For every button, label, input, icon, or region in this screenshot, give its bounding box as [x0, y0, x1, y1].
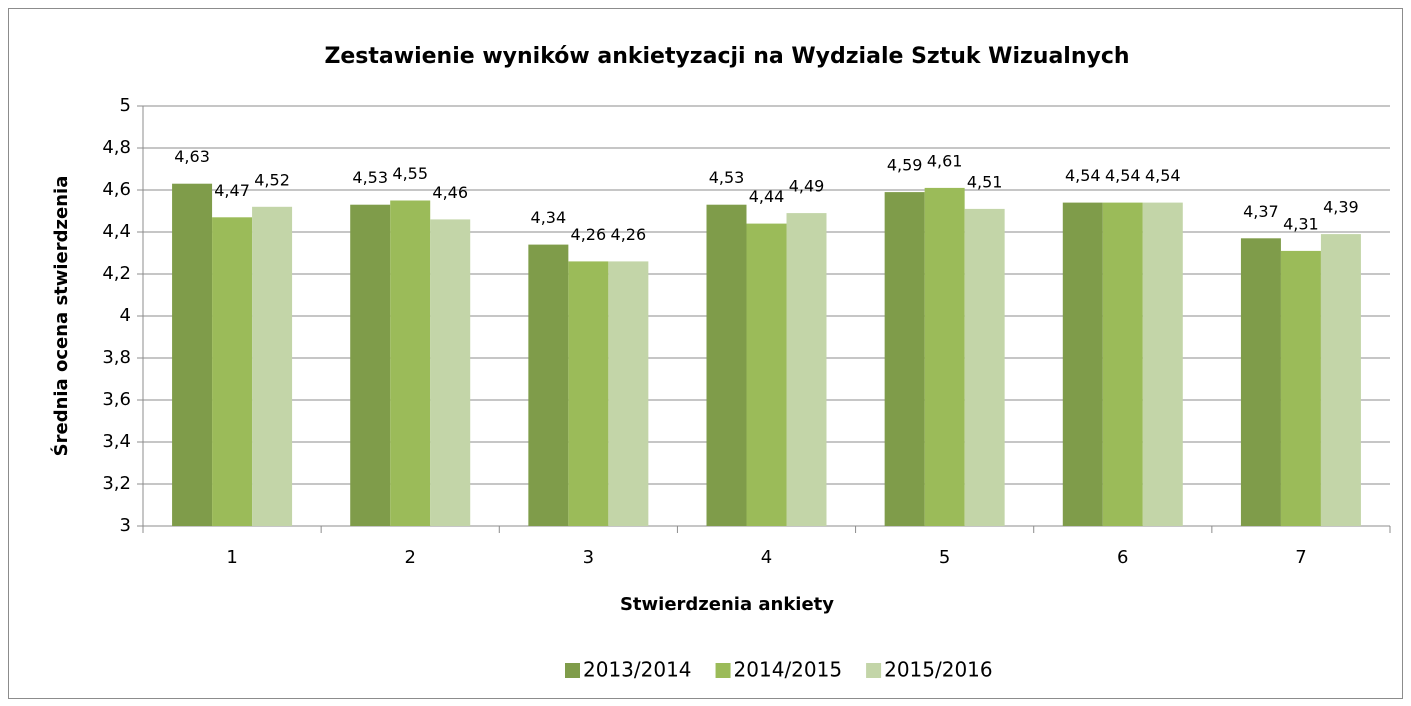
legend-swatch — [715, 663, 731, 678]
data-label: 4,44 — [749, 187, 785, 206]
bar — [212, 217, 253, 527]
data-label: 4,47 — [214, 181, 250, 200]
y-tick-label: 3,6 — [102, 389, 131, 410]
x-tick-label: 7 — [1295, 547, 1306, 568]
data-label: 4,39 — [1323, 198, 1359, 217]
data-label: 4,55 — [392, 164, 428, 183]
data-label: 4,61 — [927, 151, 963, 170]
data-label: 4,49 — [789, 177, 825, 196]
x-axis-label: Stwierdzenia ankiety — [620, 594, 834, 615]
bar — [1102, 202, 1143, 526]
legend-swatch — [565, 663, 580, 678]
data-label: 4,54 — [1105, 166, 1141, 185]
data-label: 4,54 — [1065, 166, 1101, 185]
y-tick-label: 5 — [120, 95, 131, 116]
chart-title: Zestawienie wyników ankietyzacji na Wydz… — [324, 44, 1129, 69]
data-label: 4,34 — [531, 208, 567, 227]
y-tick-label: 3 — [120, 515, 131, 536]
data-label: 4,46 — [432, 183, 468, 202]
data-label: 4,53 — [709, 168, 745, 187]
bar — [786, 213, 827, 526]
data-label: 4,26 — [571, 225, 607, 244]
x-tick-label: 5 — [939, 547, 950, 568]
data-label: 4,51 — [967, 172, 1003, 191]
data-label: 4,37 — [1243, 202, 1279, 221]
x-tick-label: 1 — [226, 547, 237, 568]
bar — [1320, 234, 1361, 526]
x-tick-label: 6 — [1117, 547, 1128, 568]
bar — [746, 223, 787, 526]
bar — [430, 219, 471, 526]
y-tick-label: 4 — [120, 305, 131, 326]
data-label: 4,26 — [611, 225, 647, 244]
bar — [252, 206, 293, 527]
x-tick-label: 3 — [583, 547, 594, 568]
x-tick-label: 4 — [761, 547, 772, 568]
legend-swatch — [866, 663, 882, 678]
bar — [884, 192, 925, 526]
bar — [608, 261, 649, 526]
bar — [528, 244, 569, 526]
bar — [350, 204, 391, 526]
x-tick-label: 2 — [404, 547, 415, 568]
legend-label: 2014/2015 — [734, 658, 843, 682]
y-tick-label: 3,4 — [102, 431, 131, 452]
legend-label: 2015/2016 — [884, 658, 993, 682]
y-tick-label: 4,8 — [102, 137, 131, 158]
y-tick-label: 4,4 — [102, 221, 131, 242]
bar — [1142, 202, 1183, 526]
bar — [568, 261, 609, 526]
data-label: 4,59 — [887, 156, 923, 175]
y-tick-label: 3,2 — [102, 473, 131, 494]
data-label: 4,53 — [352, 168, 388, 187]
data-label: 4,63 — [174, 147, 210, 166]
legend-label: 2013/2014 — [583, 658, 692, 682]
y-tick-label: 4,6 — [102, 179, 131, 200]
y-tick-label: 4,2 — [102, 263, 131, 284]
bar — [1280, 250, 1321, 526]
y-axis-label: Średnia ocena stwierdzenia — [50, 176, 72, 457]
bar — [1062, 202, 1103, 526]
bar — [706, 204, 747, 526]
y-tick-label: 3,8 — [102, 347, 131, 368]
bar — [964, 208, 1005, 526]
bar — [924, 187, 965, 526]
bar — [390, 200, 431, 526]
data-label: 4,52 — [254, 170, 290, 189]
data-label: 4,31 — [1283, 214, 1319, 233]
data-label: 4,54 — [1145, 166, 1181, 185]
bar — [1240, 238, 1281, 527]
bar — [172, 183, 213, 526]
